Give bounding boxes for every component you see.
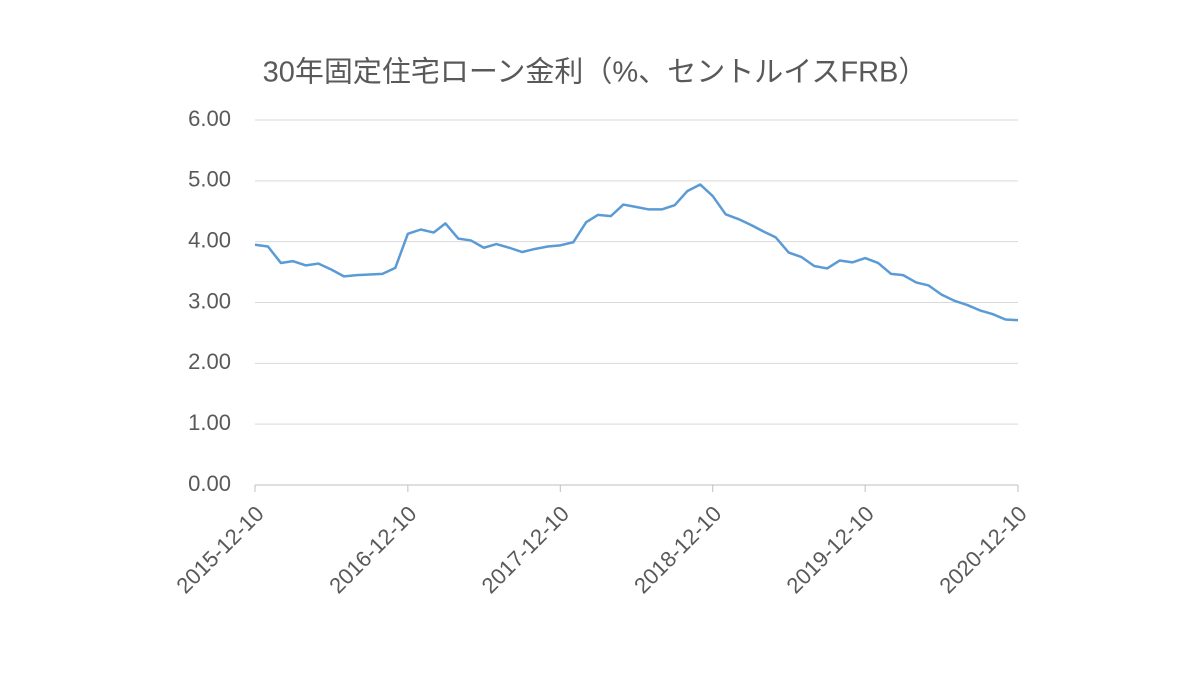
x-tick-label: 2020-12-10	[934, 501, 1031, 598]
y-tick-label: 4.00	[188, 227, 231, 252]
y-tick-label: 3.00	[188, 288, 231, 313]
chart-title: 30年固定住宅ローン金利（%、セントルイスFRB）	[263, 56, 928, 89]
x-tick-label: 2016-12-10	[324, 501, 421, 598]
y-tick-label: 2.00	[188, 349, 231, 374]
x-tick-label: 2015-12-10	[171, 501, 268, 598]
y-tick-label: 1.00	[188, 410, 231, 435]
series-line	[254, 183, 1019, 322]
y-tick-label: 6.00	[188, 106, 231, 131]
y-tick-label: 0.00	[188, 471, 231, 496]
x-tick-label: 2017-12-10	[477, 501, 574, 598]
y-tick-label: 5.00	[188, 167, 231, 192]
x-tick-label: 2018-12-10	[629, 501, 726, 598]
x-tick-label: 2019-12-10	[782, 501, 879, 598]
